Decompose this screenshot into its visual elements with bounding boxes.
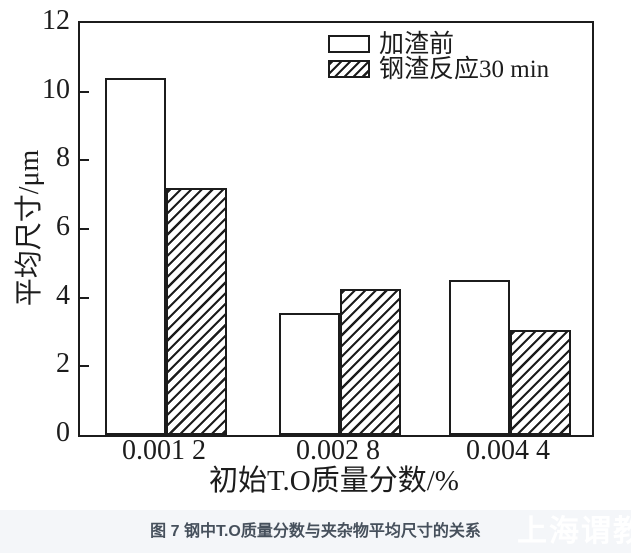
y-tick-label: 8 bbox=[56, 142, 70, 174]
x-axis-title: 初始T.O质量分数/% bbox=[209, 465, 459, 497]
y-tick-mark bbox=[80, 365, 89, 368]
x-category-label: 0.002 8 bbox=[296, 435, 380, 466]
y-tick-mark bbox=[80, 296, 89, 299]
y-tick-label: 10 bbox=[42, 73, 70, 105]
legend-item-before-slag: 加渣前 bbox=[328, 30, 549, 58]
legend-swatch-hatched-icon bbox=[328, 60, 370, 78]
figure-caption: 图 7 钢中T.O质量分数与夹杂物平均尺寸的关系 bbox=[150, 523, 481, 540]
caption-bar: 图 7 钢中T.O质量分数与夹杂物平均尺寸的关系 上海谓教 bbox=[0, 510, 631, 553]
legend-item-after-reaction: 钢渣反应30 min bbox=[328, 55, 550, 83]
bar-after-cat0 bbox=[166, 188, 227, 435]
bar-after-cat2 bbox=[510, 330, 571, 435]
bar-before-cat0 bbox=[105, 78, 166, 435]
bar-after-cat1 bbox=[340, 289, 401, 435]
chart-figure: 加渣前 钢渣反应30 min 0 2 4 6 8 10 12 0.001 2 0.002 8 0… bbox=[14, 5, 594, 497]
y-tick-label: 0 bbox=[56, 417, 70, 448]
y-axis-title: 平均尺寸/μm bbox=[14, 149, 45, 307]
legend-label: 钢渣反应30 min bbox=[379, 55, 550, 83]
plot-area: 加渣前 钢渣反应30 min bbox=[78, 21, 594, 437]
x-category-label: 0.001 2 bbox=[122, 435, 206, 466]
bar-before-cat2 bbox=[449, 280, 510, 435]
legend-swatch-plain-icon bbox=[328, 35, 370, 53]
y-tick-label: 12 bbox=[42, 5, 70, 36]
legend: 加渣前 钢渣反应30 min bbox=[328, 32, 549, 82]
legend-label: 加渣前 bbox=[379, 30, 455, 58]
y-tick-label: 4 bbox=[56, 279, 70, 311]
bar-before-cat1 bbox=[279, 313, 340, 435]
y-tick-mark bbox=[80, 159, 89, 162]
y-tick-label: 2 bbox=[56, 348, 70, 380]
watermark: 上海谓教 bbox=[517, 515, 631, 548]
y-tick-label: 6 bbox=[56, 211, 70, 242]
y-tick-mark bbox=[80, 228, 89, 230]
y-tick-mark bbox=[80, 90, 89, 93]
x-category-label: 0.004 4 bbox=[466, 435, 550, 466]
